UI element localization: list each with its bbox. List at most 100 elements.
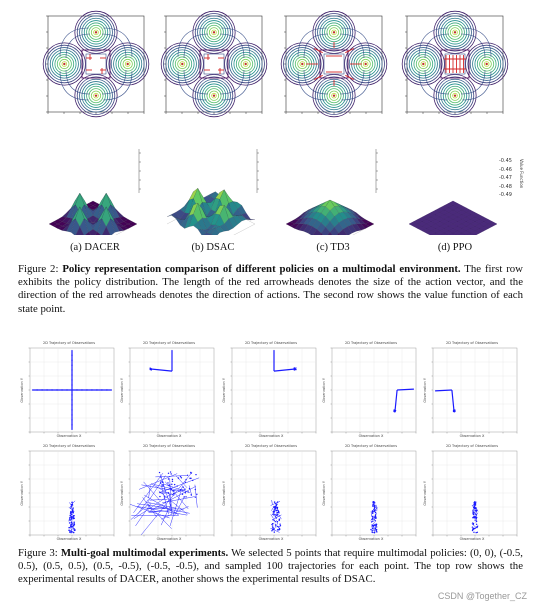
goal-marker <box>212 31 216 34</box>
trajectory-point <box>190 494 192 496</box>
goal-marker <box>94 31 98 34</box>
contour-line <box>81 17 111 47</box>
trajectory-line <box>129 504 170 519</box>
contour-line <box>317 15 351 50</box>
contour-line <box>440 49 470 79</box>
trajectory-panel: 2D Trajectory of Observations Observation… <box>423 443 521 543</box>
contour-panel-td3 <box>278 8 390 120</box>
surface-facet <box>75 226 84 235</box>
trajectory-point <box>476 531 479 533</box>
trajectory-point <box>374 511 377 514</box>
trajectory-point <box>70 506 72 508</box>
figure2-bold-text: Policy representation comparison of diff… <box>62 263 461 275</box>
trajectory-point <box>190 472 192 474</box>
trajectory-point <box>179 489 182 491</box>
contour-line <box>199 17 229 47</box>
contour-line <box>106 42 150 86</box>
contour-line <box>79 15 113 50</box>
y-axis-label: Observation Y <box>20 481 24 506</box>
trajectory-point <box>164 492 166 494</box>
trajectory-line <box>276 520 278 525</box>
subcaption-td3: (c) TD3 <box>316 242 350 253</box>
trajectory-point <box>69 518 71 520</box>
contour-line <box>326 88 342 104</box>
trajectory-line <box>273 368 296 372</box>
trajectory-point <box>71 419 73 421</box>
subplot-title: 2D Trajectory of Observations <box>344 444 398 448</box>
contour-line <box>59 27 89 57</box>
contour-line <box>460 33 486 59</box>
contour-line <box>339 69 365 95</box>
trajectory-line <box>160 503 172 526</box>
value-surface <box>166 149 259 235</box>
subcaption-dacer: (a) DACER <box>70 242 120 253</box>
contour-line <box>122 58 133 70</box>
contour-line <box>204 85 224 106</box>
trajectory-line <box>68 527 74 533</box>
trajectory-line <box>141 484 177 492</box>
figure2-body-text: The first row exhibits the policy distri… <box>18 263 523 315</box>
trajectory-point <box>71 414 73 416</box>
trajectory-point <box>158 471 161 474</box>
contour-line <box>199 49 229 79</box>
contour-line <box>90 90 102 101</box>
trajectory-point <box>272 518 274 521</box>
goal-marker <box>332 31 336 34</box>
trajectory-point <box>376 531 378 533</box>
contour-line <box>74 10 118 54</box>
trajectory-point <box>195 473 197 476</box>
contour-line <box>204 22 224 43</box>
trajectory-line <box>372 506 377 512</box>
y-axis-label: Observation Y <box>222 481 226 506</box>
trajectory-line <box>472 509 474 514</box>
contour-line <box>240 58 251 70</box>
trajectory-point <box>475 513 477 516</box>
trajectory-point <box>184 489 186 491</box>
subplot-title: 2D Trajectory of Observations <box>244 444 298 448</box>
trajectory-line <box>371 522 375 527</box>
contour-line <box>221 27 251 57</box>
trajectory-point <box>73 529 76 532</box>
contour-line <box>54 54 75 74</box>
trajectory-point <box>167 482 169 484</box>
surface-facet <box>88 229 98 235</box>
trajectory-line <box>136 506 188 516</box>
trajectory-line <box>472 501 478 507</box>
trajectory-point <box>372 504 374 506</box>
trajectory-point <box>36 389 38 391</box>
trajectory-point <box>161 492 163 494</box>
contour-line <box>297 71 327 101</box>
contour-line <box>183 69 209 95</box>
surface-facet <box>338 229 348 235</box>
trajectory-line <box>148 485 151 499</box>
trajectory-line <box>147 475 166 503</box>
trajectory-point <box>278 529 280 531</box>
subcaption-dsac: (b) DSAC <box>191 242 235 253</box>
contour-line <box>440 17 470 47</box>
trajectory-point <box>91 389 93 391</box>
contour-line <box>85 53 107 75</box>
trajectory-panel: 2D Trajectory of Observations Observation… <box>20 340 118 440</box>
contour-line <box>408 49 438 79</box>
trajectory-line <box>70 516 73 522</box>
contour-line <box>435 13 475 52</box>
trajectory-point <box>274 516 277 518</box>
surface-facet <box>319 232 324 235</box>
contour-line <box>283 44 322 84</box>
trajectory-point <box>171 480 174 483</box>
x-axis-label: Observation X <box>459 537 485 541</box>
trajectory-point <box>172 492 175 495</box>
contour-panel-dacer <box>40 8 152 120</box>
surface-facet <box>443 230 454 235</box>
trajectory-line <box>135 502 152 527</box>
trajectory-point <box>71 354 73 356</box>
y-axis-label: Observation Y <box>120 481 124 506</box>
contour-panel-ppo <box>399 8 511 120</box>
subplot-title: 2D Trajectory of Observations <box>244 341 298 345</box>
trajectory-point <box>474 519 476 521</box>
contour-line <box>452 29 458 36</box>
trajectory-point <box>162 485 164 487</box>
trajectory-point <box>472 516 475 519</box>
contour-line <box>228 47 263 81</box>
trajectory-line <box>272 510 276 515</box>
